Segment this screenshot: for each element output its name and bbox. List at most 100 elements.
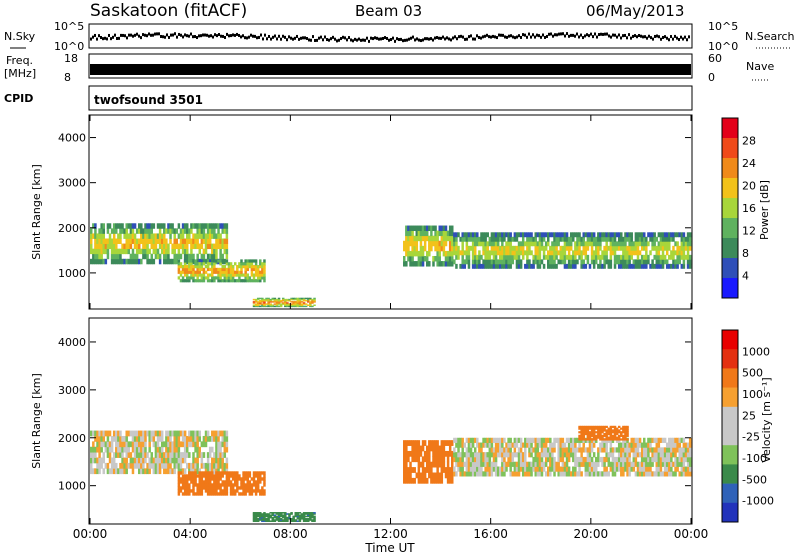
echo-cell — [555, 232, 558, 238]
echo-cell — [181, 477, 185, 481]
echo-cell — [169, 258, 172, 265]
echo-cell — [281, 302, 285, 304]
echo-cell — [547, 232, 550, 238]
time-tick-label: 12:00 — [373, 527, 408, 541]
echo-cell — [582, 447, 585, 453]
noise-point — [174, 32, 176, 36]
echo-cell — [453, 447, 456, 453]
echo-cell — [190, 270, 193, 274]
echo-cell — [102, 228, 106, 234]
noise-point — [446, 36, 448, 40]
echo-cell — [119, 253, 122, 260]
echo-cell — [206, 480, 210, 484]
noise-point — [286, 38, 288, 42]
echo-cell — [615, 245, 619, 251]
echo-cell — [102, 248, 106, 255]
echo-cell — [173, 462, 176, 469]
echo-cell — [471, 442, 475, 448]
echo-cell — [611, 425, 615, 428]
echo-cell — [117, 248, 120, 255]
echo-cell — [507, 254, 510, 260]
echo-cell — [123, 233, 126, 239]
echo-cell — [438, 245, 441, 252]
echo-cell — [281, 519, 285, 521]
noise-point — [510, 34, 512, 38]
echo-cell — [307, 297, 310, 300]
echo-cell — [430, 225, 433, 232]
noise-point — [212, 35, 214, 39]
echo-cell — [665, 471, 669, 477]
echo-cell — [254, 489, 258, 493]
echo-cell — [190, 253, 193, 260]
echo-cell — [217, 276, 220, 280]
echo-cell — [494, 456, 498, 463]
echo-cell — [98, 441, 101, 448]
echo-cell — [125, 243, 128, 250]
echo-cell — [580, 254, 583, 260]
echo-cell — [563, 254, 567, 260]
echo-cell — [256, 304, 260, 307]
echo-cell — [279, 518, 283, 520]
echo-cell — [131, 430, 135, 437]
echo-cell — [446, 250, 450, 257]
echo-cell — [110, 248, 114, 255]
echo-cell — [194, 477, 197, 481]
echo-cell — [208, 238, 212, 244]
echo-cell — [275, 304, 279, 307]
echo-cell — [206, 265, 210, 269]
echo-cell — [657, 456, 661, 463]
echo-cell — [547, 250, 550, 256]
echo-cell — [486, 254, 489, 260]
echo-cell — [108, 457, 112, 464]
echo-cell — [215, 259, 218, 263]
echo-cell — [256, 477, 260, 481]
noise-point — [552, 34, 554, 38]
echo-cell — [200, 273, 204, 277]
noise-point — [642, 35, 644, 39]
echo-cell — [609, 263, 613, 269]
echo-cell — [190, 480, 193, 484]
echo-cell — [261, 262, 264, 266]
noise-point — [376, 36, 378, 40]
echo-cell — [590, 232, 594, 238]
echo-cell — [455, 241, 458, 247]
echo-cell — [595, 241, 598, 247]
echo-cell — [569, 447, 573, 453]
echo-cell — [300, 515, 304, 518]
echo-cell — [630, 437, 633, 443]
noise-point — [354, 37, 356, 41]
echo-cell — [188, 228, 191, 234]
echo-cell — [202, 452, 206, 458]
echo-cell — [588, 425, 592, 428]
echo-cell — [94, 435, 97, 442]
echo-cell — [457, 452, 460, 458]
echo-cell — [165, 258, 168, 265]
echo-cell — [150, 430, 154, 437]
echo-cell — [632, 437, 636, 443]
echo-cell — [563, 241, 567, 247]
echo-cell — [277, 303, 281, 305]
echo-cell — [624, 456, 627, 463]
echo-cell — [208, 468, 212, 475]
echo-cell — [544, 254, 548, 260]
echo-cell — [551, 461, 554, 467]
echo-cell — [542, 452, 546, 458]
date-title: 06/May/2013 — [586, 2, 684, 20]
echo-cell — [592, 431, 596, 434]
echo-cell — [469, 236, 473, 242]
echo-cell — [584, 431, 588, 434]
echo-cell — [492, 250, 496, 256]
echo-cell — [246, 276, 249, 280]
echo-cell — [179, 462, 183, 469]
echo-cell — [177, 462, 181, 469]
echo-cell — [609, 461, 613, 467]
echo-cell — [425, 467, 429, 473]
echo-cell — [438, 230, 441, 237]
echo-cell — [588, 456, 592, 463]
echo-cell — [592, 250, 596, 256]
echo-cell — [626, 438, 629, 441]
echo-cell — [459, 236, 462, 242]
echo-cell — [146, 238, 149, 244]
echo-cell — [196, 483, 199, 487]
echo-cell — [494, 259, 498, 265]
